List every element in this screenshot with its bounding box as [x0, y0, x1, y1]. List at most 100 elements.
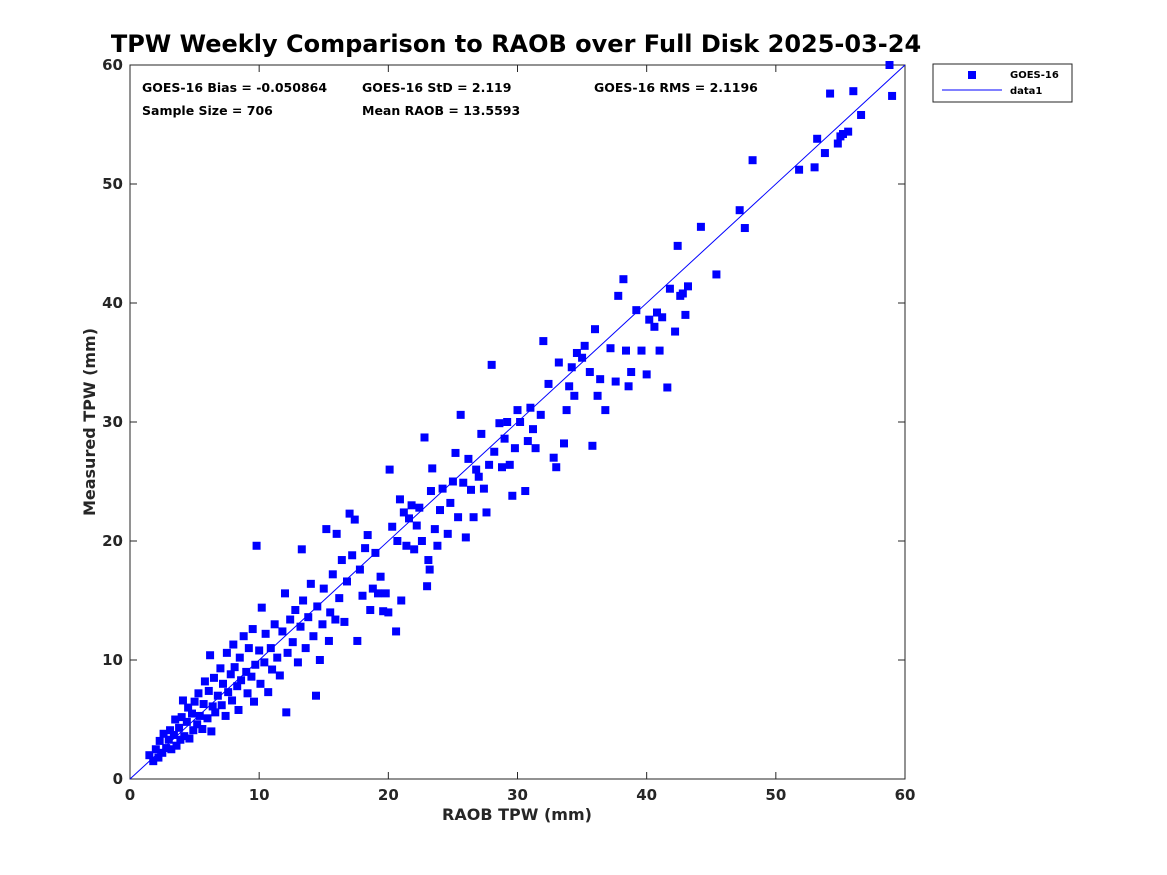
data-point — [888, 91, 897, 100]
data-point — [155, 736, 164, 745]
data-point — [712, 270, 721, 279]
data-point — [572, 348, 581, 357]
data-point — [224, 688, 233, 697]
data-point — [696, 222, 705, 231]
data-point — [296, 622, 305, 631]
data-point — [663, 383, 672, 392]
stat-rms: GOES-16 RMS = 2.1196 — [594, 80, 758, 95]
data-point — [239, 632, 248, 641]
data-point — [376, 572, 385, 581]
y-axis-label: Measured TPW (mm) — [80, 328, 99, 516]
data-point — [297, 545, 306, 554]
data-point — [417, 537, 426, 545]
data-point — [407, 501, 416, 510]
data-point — [650, 322, 659, 331]
data-point — [379, 607, 388, 616]
data-point — [655, 346, 664, 355]
data-point — [448, 477, 457, 486]
legend-label-goes16: GOES-16 — [1010, 70, 1059, 81]
data-point — [159, 729, 168, 738]
data-point — [397, 596, 406, 605]
data-point — [172, 741, 181, 750]
data-point — [536, 410, 545, 419]
y-tick-label: 50 — [102, 175, 123, 193]
data-point — [301, 644, 310, 653]
data-point — [844, 127, 853, 136]
x-tick-label: 20 — [378, 786, 399, 804]
data-point — [162, 744, 171, 753]
data-point — [632, 306, 641, 315]
data-point — [438, 484, 447, 493]
data-point — [355, 565, 364, 574]
data-point — [531, 444, 540, 453]
data-point — [353, 636, 362, 645]
legend: GOES-16 data1 — [932, 63, 1073, 103]
data-point — [795, 165, 804, 174]
data-point — [580, 341, 589, 350]
data-point — [194, 689, 203, 698]
data-point — [446, 498, 455, 507]
data-point — [233, 682, 242, 691]
data-point — [328, 570, 337, 579]
data-point — [510, 444, 519, 453]
data-point — [523, 437, 532, 446]
data-point — [281, 589, 289, 598]
data-point — [645, 315, 654, 324]
data-point — [485, 460, 494, 469]
data-point — [426, 487, 435, 496]
data-point — [393, 537, 402, 545]
x-tick-label: 30 — [507, 786, 528, 804]
data-point — [248, 625, 257, 634]
data-point — [252, 541, 261, 550]
data-point — [193, 720, 202, 729]
data-point — [521, 487, 530, 496]
data-point — [322, 525, 331, 534]
data-point — [151, 745, 160, 754]
data-point — [229, 640, 238, 649]
data-point — [813, 134, 822, 143]
data-point — [443, 529, 452, 538]
data-point — [145, 751, 154, 760]
data-point — [198, 725, 207, 734]
data-point — [412, 521, 421, 530]
stat-sample-size: Sample Size = 706 — [142, 103, 273, 118]
data-point — [415, 503, 424, 512]
data-point — [464, 454, 473, 463]
data-point — [278, 627, 287, 636]
data-point — [420, 433, 429, 442]
data-point — [673, 241, 682, 250]
data-point — [508, 491, 517, 500]
data-point — [857, 110, 866, 119]
data-point — [436, 506, 444, 515]
data-point — [678, 289, 687, 298]
data-point — [381, 589, 390, 598]
data-point — [234, 705, 243, 714]
data-point — [175, 723, 184, 732]
data-point — [596, 375, 605, 384]
data-point — [740, 224, 749, 233]
data-point — [363, 531, 372, 540]
y-tick-label: 20 — [102, 532, 123, 550]
data-point — [498, 463, 506, 472]
data-point — [614, 291, 623, 300]
data-point — [184, 703, 193, 712]
data-point — [826, 89, 835, 98]
data-point — [283, 648, 292, 657]
data-point — [251, 660, 260, 669]
data-point — [591, 325, 599, 334]
data-point — [748, 156, 757, 165]
data-point — [425, 565, 434, 574]
data-point — [266, 644, 275, 653]
data-point — [513, 406, 522, 415]
data-point — [164, 735, 173, 744]
stat-std: GOES-16 StD = 2.119 — [362, 80, 511, 95]
data-point — [588, 441, 597, 450]
data-point — [392, 627, 401, 636]
data-point — [469, 513, 478, 522]
data-point — [216, 664, 225, 673]
data-point — [560, 439, 568, 448]
data-point — [304, 613, 313, 622]
data-point — [319, 584, 328, 593]
data-point — [158, 748, 167, 757]
data-point — [503, 418, 512, 426]
